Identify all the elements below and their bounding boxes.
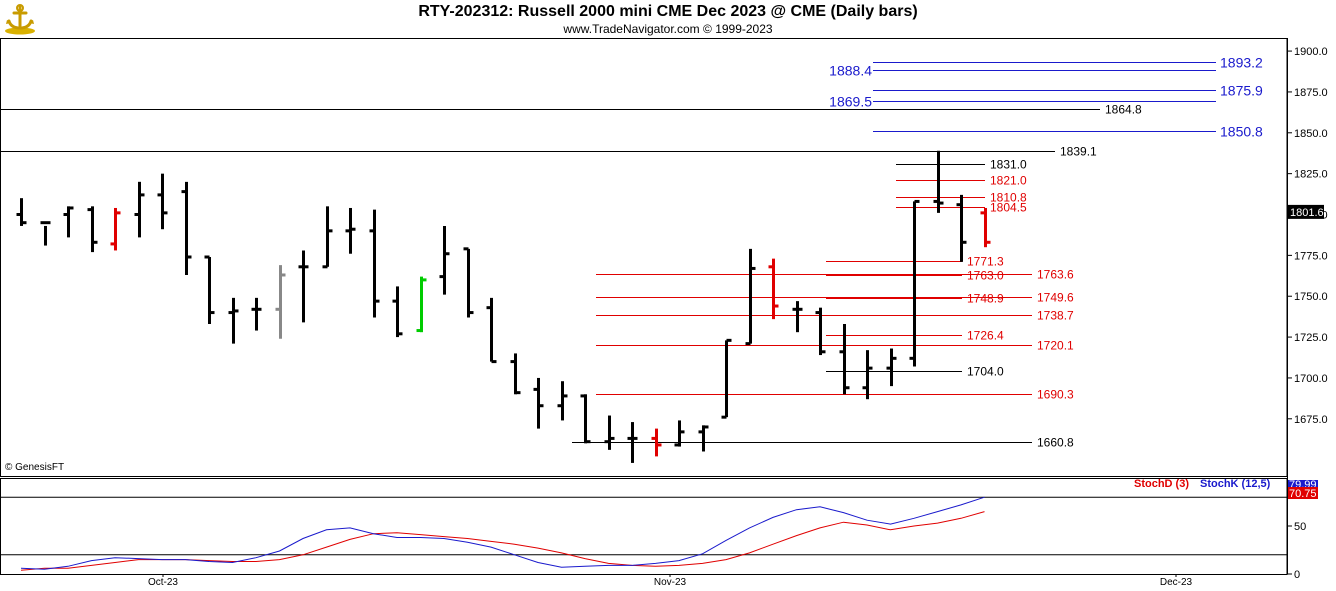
level-label: 1748.9 — [967, 292, 1004, 306]
level-label: 1690.3 — [1037, 388, 1074, 402]
chart-subtitle: www.TradeNavigator.com © 1999-2023 — [563, 22, 773, 36]
stoch-axis-label: 50 — [1294, 521, 1306, 533]
stoch-k-marker — [1288, 480, 1318, 488]
stoch-series-line — [20, 511, 985, 571]
level-label: 1720.1 — [1037, 339, 1074, 353]
price-panel-frame — [0, 38, 1288, 477]
stoch-legend-d: StochD (3) — [1134, 478, 1189, 490]
level-label: 1771.3 — [967, 255, 1004, 269]
stoch-d-value: 70.75 — [1289, 488, 1317, 500]
chart-title: RTY-202312: Russell 2000 mini CME Dec 20… — [418, 3, 918, 20]
x-axis-label: Nov-23 — [654, 577, 687, 588]
price-axis-label: 1750.0 — [1294, 291, 1328, 303]
x-axis-label: Dec-23 — [1160, 577, 1193, 588]
level-label: 1869.5 — [829, 94, 872, 110]
level-label: 1804.5 — [990, 201, 1027, 215]
x-axis-label: Oct-23 — [148, 577, 178, 588]
stoch-legend-k: StochK (12,5) — [1200, 478, 1271, 490]
level-label: 1831.0 — [990, 158, 1027, 172]
price-axis-label: 1900.0 — [1294, 46, 1328, 58]
stoch-axis-label: 0 — [1294, 569, 1300, 581]
data-credit: © GenesisFT — [5, 462, 65, 473]
stoch-series-line — [20, 496, 985, 570]
last-price-label: 1801.6 — [1290, 207, 1324, 219]
price-axis-label: 1850.0 — [1294, 128, 1328, 140]
price-axis-label: 1725.0 — [1294, 332, 1328, 344]
level-label: 1763.6 — [1037, 268, 1074, 282]
level-label: 1893.2 — [1220, 55, 1263, 71]
level-label: 1749.6 — [1037, 291, 1074, 305]
level-label: 1864.8 — [1105, 103, 1142, 117]
level-label: 1810.8 — [990, 191, 1027, 205]
level-label: 1875.9 — [1220, 83, 1263, 99]
level-label: 1888.4 — [829, 63, 872, 79]
level-label: 1763.0 — [967, 269, 1004, 283]
price-axis-label: 1825.0 — [1294, 169, 1328, 181]
last-price-marker — [1288, 204, 1324, 219]
stoch-d-marker — [1288, 487, 1318, 499]
level-label: 1660.8 — [1037, 436, 1074, 450]
level-label: 1738.7 — [1037, 309, 1074, 323]
gold-anchor-logo-icon — [5, 4, 35, 35]
price-axis-label: 1775.0 — [1294, 250, 1328, 262]
level-label: 1850.8 — [1220, 124, 1263, 140]
level-label: 1821.0 — [990, 174, 1027, 188]
level-label: 1704.0 — [967, 365, 1004, 379]
chart-header: RTY-202312: Russell 2000 mini CME Dec 20… — [0, 0, 1336, 38]
price-axis-label: 1700.0 — [1294, 373, 1328, 385]
price-axis-label: 1675.0 — [1294, 414, 1328, 426]
price-axis-label: 1875.0 — [1294, 87, 1328, 99]
level-label: 1839.1 — [1060, 145, 1097, 159]
level-label: 1726.4 — [967, 329, 1004, 343]
